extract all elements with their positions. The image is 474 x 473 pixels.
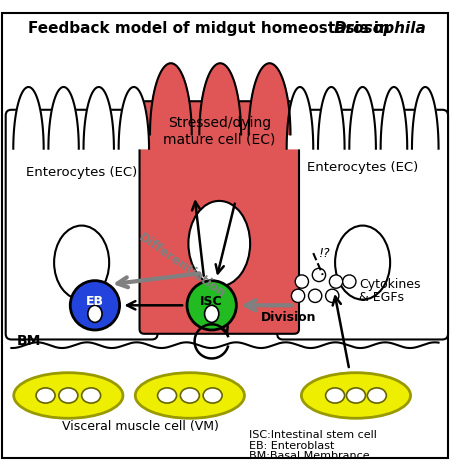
Ellipse shape — [157, 388, 176, 403]
Text: Division: Division — [261, 311, 317, 324]
Polygon shape — [381, 87, 407, 149]
Ellipse shape — [346, 388, 365, 403]
Ellipse shape — [14, 373, 123, 418]
Ellipse shape — [335, 226, 390, 299]
Polygon shape — [48, 87, 79, 149]
FancyBboxPatch shape — [6, 110, 157, 340]
FancyBboxPatch shape — [277, 110, 448, 340]
Circle shape — [343, 275, 356, 288]
Circle shape — [329, 275, 343, 288]
Ellipse shape — [301, 373, 410, 418]
Ellipse shape — [203, 388, 222, 403]
Text: Differentiation: Differentiation — [136, 230, 228, 300]
Polygon shape — [150, 63, 192, 134]
Text: Enterocytes (EC): Enterocytes (EC) — [307, 161, 418, 174]
Text: Visceral muscle cell (VM): Visceral muscle cell (VM) — [62, 420, 219, 433]
Polygon shape — [318, 87, 345, 149]
Ellipse shape — [82, 388, 100, 403]
Text: EB: Enteroblast: EB: Enteroblast — [249, 441, 334, 451]
Text: Stressed/dying: Stressed/dying — [168, 116, 271, 130]
Circle shape — [326, 289, 339, 302]
Polygon shape — [412, 87, 438, 149]
Text: Enterocytes (EC): Enterocytes (EC) — [26, 166, 137, 179]
Ellipse shape — [59, 388, 78, 403]
Text: ISC:Intestinal stem cell: ISC:Intestinal stem cell — [249, 430, 376, 440]
Circle shape — [295, 275, 309, 288]
Ellipse shape — [88, 305, 102, 323]
Ellipse shape — [205, 305, 219, 323]
Polygon shape — [287, 87, 313, 149]
Text: EB: EB — [86, 295, 104, 308]
Polygon shape — [118, 87, 149, 149]
Text: Drosophila: Drosophila — [334, 21, 427, 35]
Text: BM:Basal Membrance: BM:Basal Membrance — [249, 451, 369, 461]
Circle shape — [292, 289, 305, 302]
Ellipse shape — [54, 226, 109, 299]
Text: Cytokines: Cytokines — [359, 278, 420, 291]
Ellipse shape — [180, 388, 200, 403]
Text: !?: !? — [318, 246, 329, 260]
Ellipse shape — [367, 388, 386, 403]
Polygon shape — [200, 63, 241, 134]
Text: mature cell (EC): mature cell (EC) — [163, 132, 275, 146]
Ellipse shape — [189, 201, 250, 286]
Polygon shape — [349, 87, 376, 149]
Text: BM: BM — [17, 334, 41, 349]
Ellipse shape — [326, 388, 345, 403]
FancyBboxPatch shape — [139, 101, 299, 334]
Ellipse shape — [135, 373, 245, 418]
Text: Feedback model of midgut homeostasis in: Feedback model of midgut homeostasis in — [28, 21, 396, 35]
Polygon shape — [13, 87, 44, 149]
Circle shape — [187, 280, 237, 330]
Polygon shape — [83, 87, 114, 149]
Text: ISC: ISC — [201, 295, 223, 308]
Circle shape — [309, 289, 322, 302]
Circle shape — [312, 268, 326, 281]
Circle shape — [70, 280, 119, 330]
Text: & EGFs: & EGFs — [359, 291, 404, 304]
Polygon shape — [249, 63, 291, 134]
Ellipse shape — [36, 388, 55, 403]
